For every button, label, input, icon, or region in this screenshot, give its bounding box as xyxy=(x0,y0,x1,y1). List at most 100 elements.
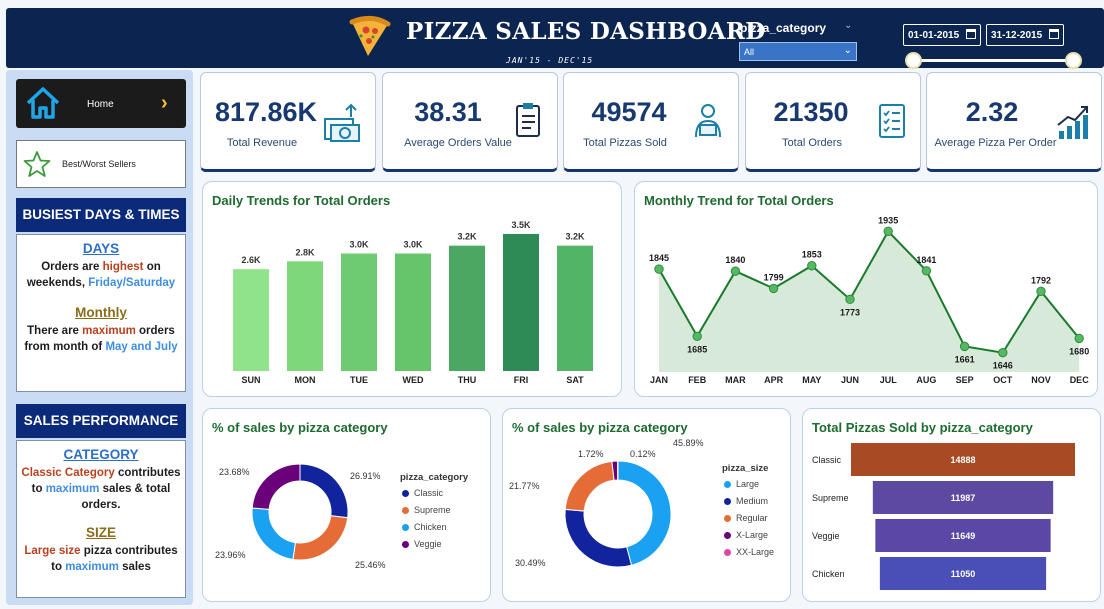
funnel-bar-veggie[interactable] xyxy=(875,519,1051,552)
legend-item[interactable]: Classic xyxy=(402,488,468,498)
legend-title: pizza_category xyxy=(400,472,469,483)
x-tick-label: AUG xyxy=(916,375,936,385)
x-tick-label: DEC xyxy=(1070,375,1090,385)
bar-sun[interactable] xyxy=(233,269,269,371)
chart-title: % of sales by pizza category xyxy=(212,420,388,435)
range-start-handle[interactable] xyxy=(905,52,922,69)
end-date-input[interactable]: 31-12-2015 xyxy=(986,24,1064,46)
slice-medium[interactable] xyxy=(564,508,633,568)
legend-label: Large xyxy=(736,479,760,489)
range-end-handle[interactable] xyxy=(1065,52,1082,69)
money-icon xyxy=(324,103,360,142)
legend-marker xyxy=(402,506,409,514)
legend-marker xyxy=(402,523,409,531)
point-data-label: 1799 xyxy=(764,272,784,282)
bar-data-label: 3.2K xyxy=(565,232,585,242)
legend-item[interactable]: Veggie xyxy=(402,539,468,549)
slice-veggie[interactable] xyxy=(251,463,301,510)
monthly-trend-panel: Monthly Trend for Total Orders 1845 JAN 16… xyxy=(634,181,1098,397)
pizzas-sold-funnel-chart: 14888 Classic 11987 Supreme 11649 Veggie 11050… xyxy=(812,443,1075,590)
days-text: Orders are highest on weekends, Friday/S… xyxy=(26,261,176,289)
slice-regular[interactable] xyxy=(564,460,615,512)
slice-large[interactable] xyxy=(617,460,672,566)
bar-mon[interactable] xyxy=(287,261,323,371)
kpi-label: Total Orders xyxy=(782,137,842,149)
header-bar: PIZZA SALES DASHBOARD JAN'15 - DEC'15 pi… xyxy=(6,8,1104,69)
legend-items: Classic Supreme Chicken Veggie xyxy=(400,488,468,549)
slice-data-label: 0.12% xyxy=(630,449,656,459)
legend-marker xyxy=(724,531,731,539)
point-aug[interactable] xyxy=(921,266,932,276)
bar-tue[interactable] xyxy=(341,253,377,372)
point-oct[interactable] xyxy=(998,347,1008,358)
funnel-bar-supreme[interactable] xyxy=(872,481,1054,514)
chart-title: Monthly Trend for Total Orders xyxy=(644,193,834,208)
legend-item[interactable]: XX-Large xyxy=(724,547,774,557)
legend-item[interactable]: Regular xyxy=(724,513,774,523)
point-jun[interactable] xyxy=(845,294,855,305)
funnel-category-label: Chicken xyxy=(812,569,845,579)
point-apr[interactable] xyxy=(768,283,779,294)
point-data-label: 1646 xyxy=(993,361,1013,371)
monthly-heading: Monthly xyxy=(75,305,127,320)
point-jul[interactable] xyxy=(883,226,893,236)
slice-chicken[interactable] xyxy=(251,507,296,561)
delivery-icon xyxy=(695,104,721,138)
x-tick-label: MAY xyxy=(802,375,821,385)
calendar-icon xyxy=(1049,29,1059,39)
bar-data-label: 3.0K xyxy=(349,240,369,250)
point-data-label: 1685 xyxy=(687,344,707,354)
point-jan[interactable] xyxy=(654,264,664,274)
legend-label: X-Large xyxy=(736,530,769,540)
point-data-label: 1841 xyxy=(916,255,936,265)
x-tick-label: SUN xyxy=(241,375,260,385)
point-data-label: 1680 xyxy=(1069,346,1089,356)
point-data-label: 1661 xyxy=(955,354,975,364)
bar-sat[interactable] xyxy=(557,245,593,371)
legend-marker xyxy=(402,540,409,548)
legend-label: Classic xyxy=(414,488,444,498)
slice-classic[interactable] xyxy=(299,463,349,519)
x-tick-label: JUN xyxy=(841,375,859,385)
bar-data-label: 3.0K xyxy=(403,240,423,250)
point-data-label: 1853 xyxy=(802,250,822,260)
funnel-bar-classic[interactable] xyxy=(851,443,1075,476)
slice-data-label: 25.46% xyxy=(355,560,386,570)
bar-data-label: 2.8K xyxy=(295,247,315,257)
funnel-data-label: 11649 xyxy=(951,531,976,541)
funnel-data-label: 11987 xyxy=(951,493,976,503)
point-mar[interactable] xyxy=(730,266,741,276)
point-nov[interactable] xyxy=(1036,286,1046,297)
legend-item[interactable]: Medium xyxy=(724,496,774,506)
legend-item[interactable]: Chicken xyxy=(402,522,468,532)
chevron-down-icon[interactable]: ⌄ xyxy=(844,20,853,31)
x-tick-label: OCT xyxy=(993,375,1013,385)
point-data-label: 1845 xyxy=(649,253,669,263)
start-date-input[interactable]: 01-01-2015 xyxy=(903,24,981,46)
point-data-label: 1840 xyxy=(725,255,745,265)
legend-label: Medium xyxy=(736,496,769,506)
funnel-bar-chicken[interactable] xyxy=(879,557,1047,590)
point-may[interactable] xyxy=(807,261,817,271)
legend-marker xyxy=(402,489,409,497)
bar-fri[interactable] xyxy=(503,233,539,371)
nav-home-button[interactable]: Home › xyxy=(16,79,186,128)
point-sep[interactable] xyxy=(959,341,970,352)
category-slicer-select[interactable]: All ⌄ xyxy=(739,42,857,61)
bar-wed[interactable] xyxy=(395,253,431,372)
slice-data-label: 23.96% xyxy=(215,550,246,560)
bar-thu[interactable] xyxy=(449,245,485,371)
nav-best-worst-button[interactable]: Best/Worst Sellers xyxy=(16,140,186,188)
legend-item[interactable]: X-Large xyxy=(724,530,774,540)
point-dec[interactable] xyxy=(1074,333,1084,344)
legend-item[interactable]: Large xyxy=(724,479,774,489)
end-date-value: 31-12-2015 xyxy=(991,30,1043,41)
x-tick-label: NOV xyxy=(1031,375,1051,385)
legend-item[interactable]: Supreme xyxy=(402,505,468,515)
legend-label: Veggie xyxy=(414,539,442,549)
slice-supreme[interactable] xyxy=(292,515,349,561)
date-range-track[interactable] xyxy=(919,59,1073,62)
point-feb[interactable] xyxy=(692,331,702,342)
funnel-category-label: Veggie xyxy=(812,531,840,541)
